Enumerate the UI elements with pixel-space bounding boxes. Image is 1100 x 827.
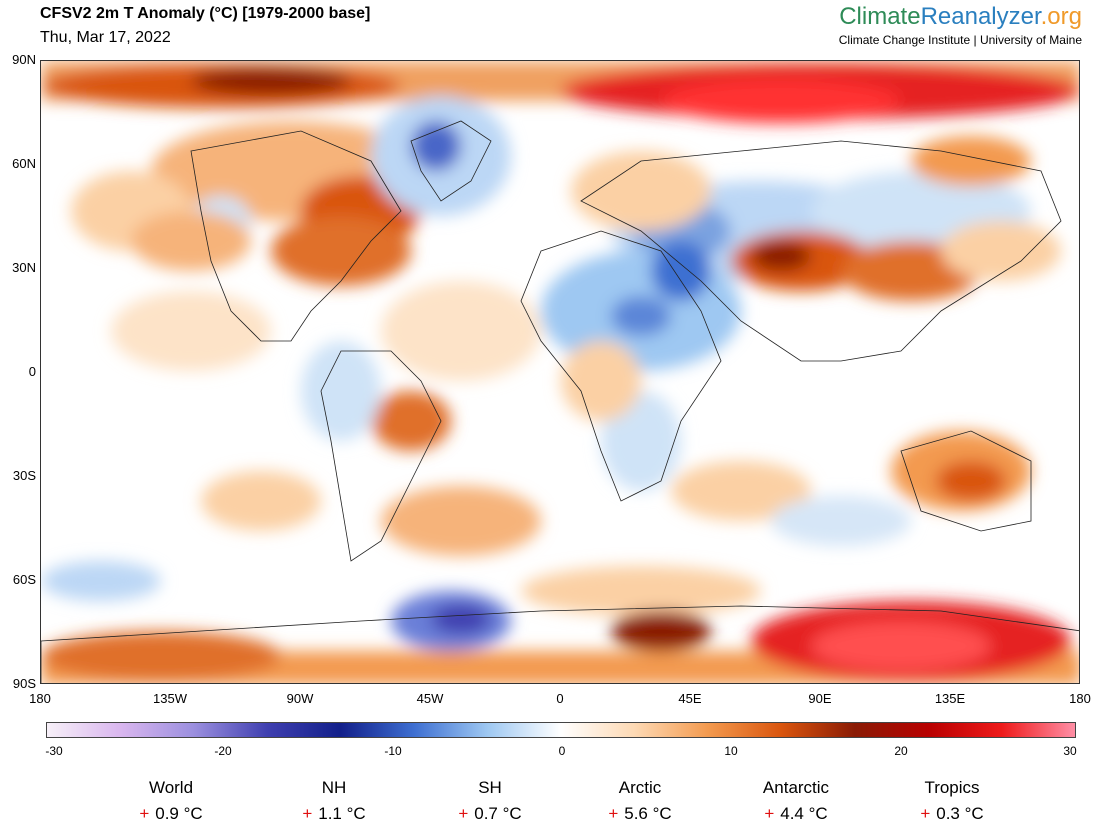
stat-arctic: Arctic +5.6 °C: [570, 778, 710, 824]
stat-world: World +0.9 °C: [101, 778, 241, 824]
brand-logo[interactable]: ClimateReanalyzer.org: [839, 3, 1082, 31]
lon-label-135w: 135W: [153, 691, 187, 706]
lat-label-equator: 0: [28, 364, 36, 379]
stat-sign: +: [920, 804, 931, 823]
lat-label-30n: 30N: [12, 260, 36, 275]
lon-label-90w: 90W: [286, 691, 314, 706]
lon-label-180w: 180: [29, 691, 51, 706]
lat-label-90n: 90N: [12, 52, 36, 67]
lon-label-45w: 45W: [416, 691, 444, 706]
lon-label-45e: 45E: [678, 691, 702, 706]
stat-name: World: [148, 778, 194, 797]
stat-sign: +: [458, 804, 469, 823]
map-title: CFSV2 2m T Anomaly (°C) [1979-2000 base]: [40, 5, 371, 22]
stat-name: SH: [478, 778, 502, 797]
stat-value: +5.6 °C: [570, 804, 710, 824]
stat-value: +0.3 °C: [882, 804, 1022, 824]
lat-label-60n: 60N: [12, 156, 36, 171]
stat-name: Antarctic: [762, 778, 830, 797]
stat-number: 0.3 °C: [936, 804, 984, 823]
lon-label-0: 0: [556, 691, 564, 706]
stat-sign: +: [139, 804, 150, 823]
stat-sign: +: [302, 804, 313, 823]
anomaly-map[interactable]: [40, 60, 1080, 684]
stat-number: 0.9 °C: [155, 804, 203, 823]
colorbar-tick: -10: [384, 744, 402, 758]
lat-label-90s: 90S: [12, 676, 36, 691]
stat-name: Tropics: [924, 778, 980, 797]
stat-nh: NH +1.1 °C: [264, 778, 404, 824]
stat-sh: SH +0.7 °C: [420, 778, 560, 824]
stat-value: +0.7 °C: [420, 804, 560, 824]
brand-part-climate: Climate: [839, 3, 921, 30]
stat-sign: +: [608, 804, 619, 823]
colorbar: [46, 722, 1076, 738]
stat-name: NH: [321, 778, 347, 797]
colorbar-tick: 30: [1063, 744, 1077, 758]
coastlines: [41, 120, 1079, 683]
brand-part-reanalyzer: Reanalyzer: [920, 3, 1041, 30]
stat-name: Arctic: [618, 778, 662, 797]
stat-number: 4.4 °C: [780, 804, 828, 823]
stat-antarctic: Antarctic +4.4 °C: [726, 778, 866, 824]
stat-value: +0.9 °C: [101, 804, 241, 824]
colorbar-tick: -30: [45, 744, 63, 758]
stat-value: +1.1 °C: [264, 804, 404, 824]
lon-label-135e: 135E: [934, 691, 966, 706]
lon-label-90e: 90E: [808, 691, 832, 706]
stat-number: 1.1 °C: [318, 804, 366, 823]
anomaly-field: [41, 61, 1079, 683]
stat-tropics: Tropics +0.3 °C: [882, 778, 1022, 824]
colorbar-tick: -20: [214, 744, 232, 758]
brand-subtitle: Climate Change Institute | University of…: [838, 33, 1082, 47]
colorbar-tick: 10: [724, 744, 738, 758]
anomaly-map-graphic: [41, 61, 1079, 683]
lat-label-30s: 30S: [12, 468, 36, 483]
colorbar-tick: 20: [894, 744, 908, 758]
stat-number: 0.7 °C: [474, 804, 522, 823]
map-date: Thu, Mar 17, 2022: [40, 29, 171, 46]
stat-value: +4.4 °C: [726, 804, 866, 824]
lat-label-60s: 60S: [12, 572, 36, 587]
lon-label-180e: 180: [1069, 691, 1091, 706]
stat-number: 5.6 °C: [624, 804, 672, 823]
brand-part-org: .org: [1040, 3, 1082, 30]
colorbar-tick: 0: [558, 744, 566, 758]
stat-sign: +: [764, 804, 775, 823]
